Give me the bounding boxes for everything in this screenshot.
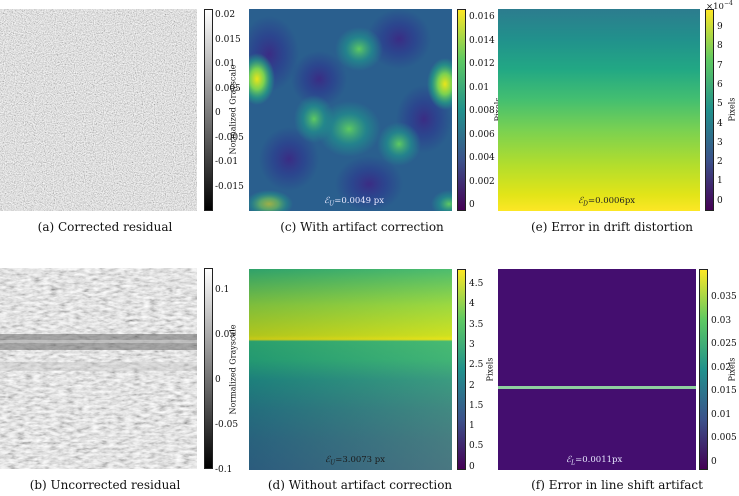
annotation-e: ℰD=0.0006px [578, 196, 636, 208]
drift-distortion-error-map [498, 9, 700, 211]
uncorrected-residual-image [0, 268, 197, 469]
colorbar-f-tick-label: 0.02 [711, 362, 732, 373]
caption-a: (a) Corrected residual [37, 220, 173, 234]
colorbar-e-label: Pixels [727, 97, 737, 122]
colorbar-e-tick-label: 8 [717, 41, 723, 52]
colorbar-a-tick-label: 0.015 [215, 34, 241, 45]
annotation-d: ℰU=3.0073 px [325, 455, 386, 467]
colorbar-f-tick-label: 0 [711, 456, 717, 467]
uncorrected-error-map [249, 269, 452, 470]
colorbar-e-tick-label: 2 [717, 157, 723, 168]
colorbar-d-tick-label: 1 [469, 421, 475, 432]
corrected-residual-image [0, 9, 197, 211]
colorbar-e-tick-label: 6 [717, 79, 723, 90]
line-shift-error-map [498, 269, 696, 470]
colorbar-c [457, 9, 466, 211]
colorbar-d-tick-label: 2.5 [469, 360, 484, 371]
colorbar-d-tick-label: 2 [469, 380, 475, 391]
colorbar-b-tick-label: -0.1 [215, 465, 233, 475]
caption-d: (d) Without artifact correction [267, 478, 453, 492]
colorbar-a-tick-label: -0.015 [215, 181, 244, 192]
caption-f: (f) Error in line shift artifact [531, 478, 703, 492]
colorbar-f-tick-label: 0.025 [711, 339, 737, 349]
annotation-c: ℰU=0.0049 px [324, 196, 385, 208]
colorbar-e-tick-label: 9 [717, 22, 723, 32]
colorbar-c-tick-label: 0.016 [469, 12, 495, 22]
colorbar-b-tick-label: 0.05 [215, 330, 236, 340]
colorbar-d-tick-label: 3 [469, 339, 475, 350]
colorbar-c-tick-label: 0.008 [469, 106, 495, 116]
caption-b: (b) Uncorrected residual [29, 478, 181, 492]
colorbar-e-tick-label: 3 [717, 137, 723, 148]
colorbar-a-tick-label: 0.005 [215, 83, 241, 94]
colorbar-b-label: Normalized Grayscale [228, 324, 238, 415]
colorbar-d-tick-label: 0.5 [469, 441, 484, 452]
colorbar-c-tick-label: 0.012 [469, 59, 495, 69]
colorbar-d-label: Pixels [485, 357, 495, 382]
colorbar-e-tick-label: 0 [717, 195, 723, 206]
colorbar-f-tick-label: 0.03 [711, 315, 732, 326]
colorbar-a-tick-label: -0.005 [215, 132, 244, 143]
artifact-corrected-error-map [249, 9, 452, 211]
colorbar-d-tick-label: 4.5 [469, 279, 484, 289]
colorbar-c-tick-label: 0.01 [469, 82, 490, 93]
colorbar-d [457, 269, 466, 470]
colorbar-b-tick-label: 0.1 [215, 285, 230, 295]
line-shift-stripe [498, 386, 696, 389]
colorbar-f-tick-label: 0.035 [711, 292, 737, 302]
colorbar-a-tick-label: 0.02 [215, 10, 236, 20]
colorbar-b-tick-label: -0.05 [215, 420, 239, 430]
colorbar-c-tick-label: 0.002 [469, 176, 495, 187]
colorbar-a-tick-label: 0 [215, 108, 221, 118]
colorbar-c-tick-label: 0.014 [469, 35, 495, 46]
colorbar-e-tick-label: 4 [717, 118, 723, 129]
colorbar-e-tick-label: 1 [717, 176, 723, 187]
colorbar-d-tick-label: 4 [469, 299, 475, 310]
colorbar-f-tick-label: 0.015 [711, 386, 737, 396]
caption-c: (c) With artifact correction [280, 220, 444, 234]
colorbar-a-label: Normalized Grayscale [228, 64, 238, 155]
colorbar-f-tick-label: 0.01 [711, 409, 732, 420]
colorbar-c-tick-label: 0 [469, 200, 475, 210]
colorbar-e-tick-label: 7 [717, 60, 723, 71]
colorbar-f-tick-label: 0.005 [711, 433, 737, 443]
colorbar-c-tick-label: 0.004 [469, 153, 495, 163]
colorbar-e [705, 9, 714, 211]
colorbar-c-tick-label: 0.006 [469, 129, 495, 140]
colorbar-b-tick-label: 0 [215, 375, 221, 385]
colorbar-d-tick-label: 3.5 [469, 319, 484, 330]
colorbar-f [699, 269, 708, 470]
colorbar-a-tick-label: -0.01 [215, 157, 239, 167]
caption-e: (e) Error in drift distortion [530, 220, 694, 234]
colorbar-d-tick-label: 0 [469, 461, 475, 472]
colorbar-f-label: Pixels [727, 357, 737, 382]
colorbar-a-tick-label: 0.01 [215, 59, 236, 69]
colorbar-a [204, 9, 213, 211]
colorbar-e-scale: ×10−4 [706, 0, 733, 12]
colorbar-d-tick-label: 1.5 [469, 400, 484, 411]
colorbar-e-tick-label: 5 [717, 99, 723, 110]
colorbar-b [204, 268, 213, 469]
annotation-f: ℰL=0.0011px [566, 455, 623, 467]
